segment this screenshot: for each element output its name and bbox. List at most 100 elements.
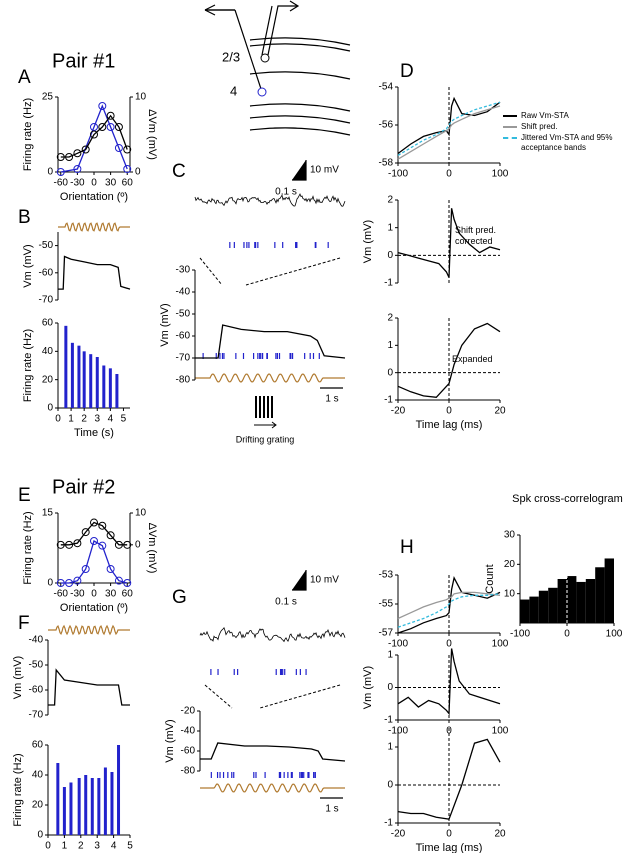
histogram-bar: [538, 590, 549, 623]
x-tick-label: 100: [492, 169, 509, 180]
legend-swatch: [503, 115, 517, 117]
y-tick-label: 2: [387, 313, 393, 324]
panel-letter: G: [172, 587, 187, 608]
panel-letter: A: [18, 67, 31, 88]
y-tick-label: -56: [379, 120, 394, 131]
x-tick-label: -30: [70, 589, 85, 600]
series-line: [397, 648, 501, 716]
stimulus-trace: [195, 373, 345, 383]
y2-tick-label: 0: [135, 167, 141, 178]
data-point: [56, 579, 65, 587]
y-tick-label: -80: [181, 766, 196, 777]
bar: [110, 772, 114, 835]
y-axis-label: Vm (mV): [22, 244, 34, 287]
y-axis-label: Vm (mV): [164, 719, 176, 762]
series-line: [48, 668, 130, 706]
y-tick-label: 0: [387, 780, 393, 791]
data-point: [56, 153, 65, 161]
x-axis-label: Orientation (º): [60, 191, 128, 203]
x-tick-label: -30: [70, 178, 85, 189]
y-tick-label: 40: [42, 346, 54, 357]
chart-title: Spk cross-correlogram: [512, 493, 623, 505]
histogram-bar: [595, 567, 605, 623]
panel-letter: B: [18, 207, 31, 228]
legend-entry: Raw Vm-STA: [503, 111, 621, 121]
data-point: [73, 576, 82, 585]
x-tick-label: 1: [68, 414, 74, 425]
series-line: [60, 104, 128, 173]
grating-icon: [254, 396, 277, 429]
y-tick-label: 0: [47, 578, 53, 589]
scale-label: 10 mV: [310, 165, 339, 176]
y-tick-label: -53: [379, 570, 394, 581]
bar: [82, 351, 86, 408]
example-trace: [194, 193, 346, 207]
bar: [90, 778, 94, 835]
data-point: [98, 123, 107, 131]
neuron-icon: [257, 87, 267, 97]
x-axis-label: Time lag (ms): [416, 842, 483, 853]
y-tick-label: -50: [39, 240, 54, 251]
x-tick-label: 30: [105, 178, 117, 189]
histogram-bar: [585, 579, 596, 623]
series-line: [397, 738, 501, 820]
x-tick-label: 0: [45, 841, 51, 852]
series-line: [60, 114, 128, 158]
histogram-bar: [557, 579, 567, 623]
y-tick-label: -40: [29, 635, 44, 646]
data-point: [81, 145, 90, 154]
data-point: [114, 540, 123, 549]
y-tick-label: -70: [176, 353, 191, 364]
bar: [62, 787, 66, 835]
y-tick-label: -60: [39, 267, 54, 278]
data-point: [73, 149, 82, 158]
data-point: [73, 165, 82, 173]
y-tick-label: 0: [47, 403, 53, 414]
x-tick-label: 20: [494, 406, 506, 417]
data-point: [114, 576, 123, 585]
series-line: [397, 105, 501, 160]
x-tick-label: 20: [494, 829, 506, 840]
legend-entry: Jittered Vm-STA and 95% acceptance bands: [503, 133, 621, 153]
bar: [115, 374, 119, 408]
y-axis-label: Firing rate (Hz): [22, 511, 34, 584]
x-tick-label: -20: [391, 829, 406, 840]
y-axis-label: Firing rate (Hz): [22, 98, 34, 171]
annotation: Expanded: [452, 354, 493, 364]
pair-title: Pair #2: [52, 476, 115, 498]
series-line: [200, 742, 346, 762]
bar: [97, 778, 101, 835]
data-point: [90, 537, 98, 545]
data-point: [123, 165, 132, 173]
legend-label: Raw Vm-STA: [521, 111, 569, 120]
y-tick-label: 15: [42, 508, 54, 519]
x-axis-label: Time lag (ms): [416, 419, 483, 431]
bar: [102, 365, 106, 408]
y-tick-label: -80: [176, 375, 191, 386]
y2-tick-label: 10: [135, 508, 147, 519]
scale-label: 10 mV: [310, 575, 339, 586]
bar: [70, 342, 74, 408]
bar: [89, 354, 93, 408]
y2-axis-label: ΔVm (mV): [146, 109, 158, 160]
y-tick-label: 0: [387, 250, 393, 261]
y-axis-label: Count: [484, 564, 496, 593]
x-tick-label: 100: [492, 726, 509, 737]
series-line: [60, 521, 128, 546]
data-point: [98, 521, 107, 530]
zoom-line: [204, 684, 233, 709]
data-point: [73, 539, 82, 548]
scale-bar: [292, 160, 343, 799]
layer-schematic: [204, 0, 351, 136]
y2-axis-label: ΔVm (mV): [146, 523, 158, 574]
data-point: [98, 102, 107, 110]
y-axis-label: Vm (mV): [159, 303, 171, 346]
bar: [69, 782, 73, 835]
series-line: [58, 255, 131, 290]
bar: [64, 325, 68, 408]
x-tick-label: 60: [122, 589, 134, 600]
x-tick-label: 5: [121, 414, 127, 425]
legend-label: Jittered Vm-STA and 95% acceptance bands: [521, 133, 613, 152]
bar: [77, 345, 81, 408]
